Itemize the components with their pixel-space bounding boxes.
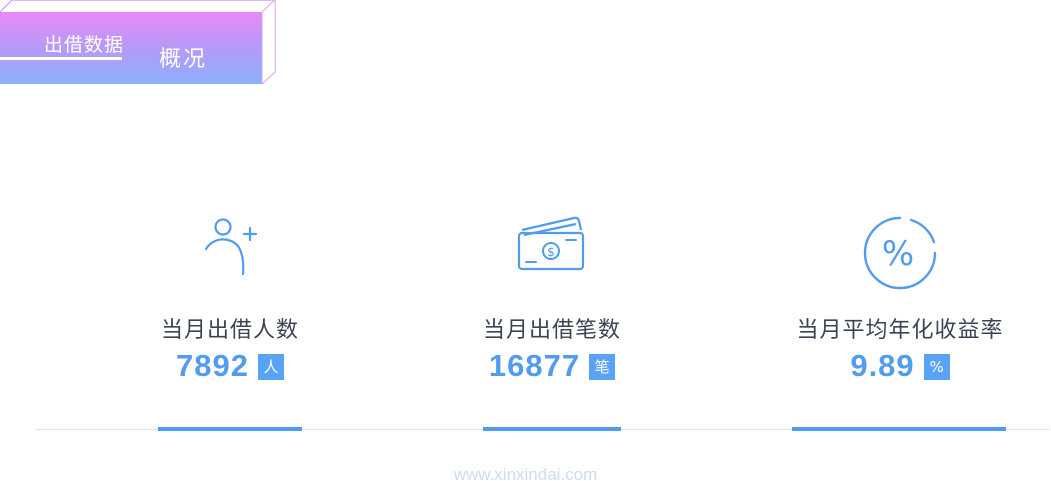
stat-1-underline bbox=[158, 427, 302, 431]
tab-active-underline bbox=[0, 57, 122, 60]
stat-unit-badge: 人 bbox=[257, 354, 284, 380]
stat-value-row: 16877 笔 bbox=[452, 348, 652, 384]
tab-3d-outline bbox=[0, 0, 276, 85]
stat-label: 当月出借笔数 bbox=[482, 318, 621, 343]
stat-value-row: 9.89 % bbox=[785, 348, 1015, 384]
stat-2-underline bbox=[483, 427, 621, 431]
tab-subtitle: 概况 bbox=[159, 47, 208, 72]
svg-text:$: $ bbox=[547, 245, 555, 259]
stat-label: 当月平均年化收益率 bbox=[796, 318, 1004, 343]
stat-value-row: 7892 人 bbox=[130, 348, 330, 384]
header-tab[interactable]: 出借数据 概况 bbox=[0, 0, 280, 90]
stat-unit-badge: 笔 bbox=[589, 354, 616, 380]
stat-unit-badge: % bbox=[923, 354, 950, 380]
percent-icon: % bbox=[863, 216, 937, 290]
tab-background bbox=[0, 12, 262, 84]
money-card-icon: $ bbox=[517, 216, 585, 271]
stat-transaction-count: $ 当月出借笔数 16877 笔 bbox=[452, 212, 652, 383]
watermark-text: www.xinxindai.com bbox=[453, 465, 598, 481]
stat-label: 当月出借人数 bbox=[160, 318, 299, 343]
tab-title[interactable]: 出借数据 bbox=[44, 34, 125, 56]
stat-value: 9.89 bbox=[850, 348, 915, 383]
stat-value: 7892 bbox=[176, 348, 249, 383]
add-user-icon bbox=[204, 218, 258, 276]
svg-text:%: % bbox=[882, 234, 914, 274]
stat-3-underline bbox=[792, 427, 1006, 431]
stat-average-yield: % 当月平均年化收益率 9.89 % bbox=[785, 212, 1015, 383]
stat-value: 16877 bbox=[488, 348, 581, 383]
stat-lender-count: 当月出借人数 7892 人 bbox=[130, 212, 330, 383]
